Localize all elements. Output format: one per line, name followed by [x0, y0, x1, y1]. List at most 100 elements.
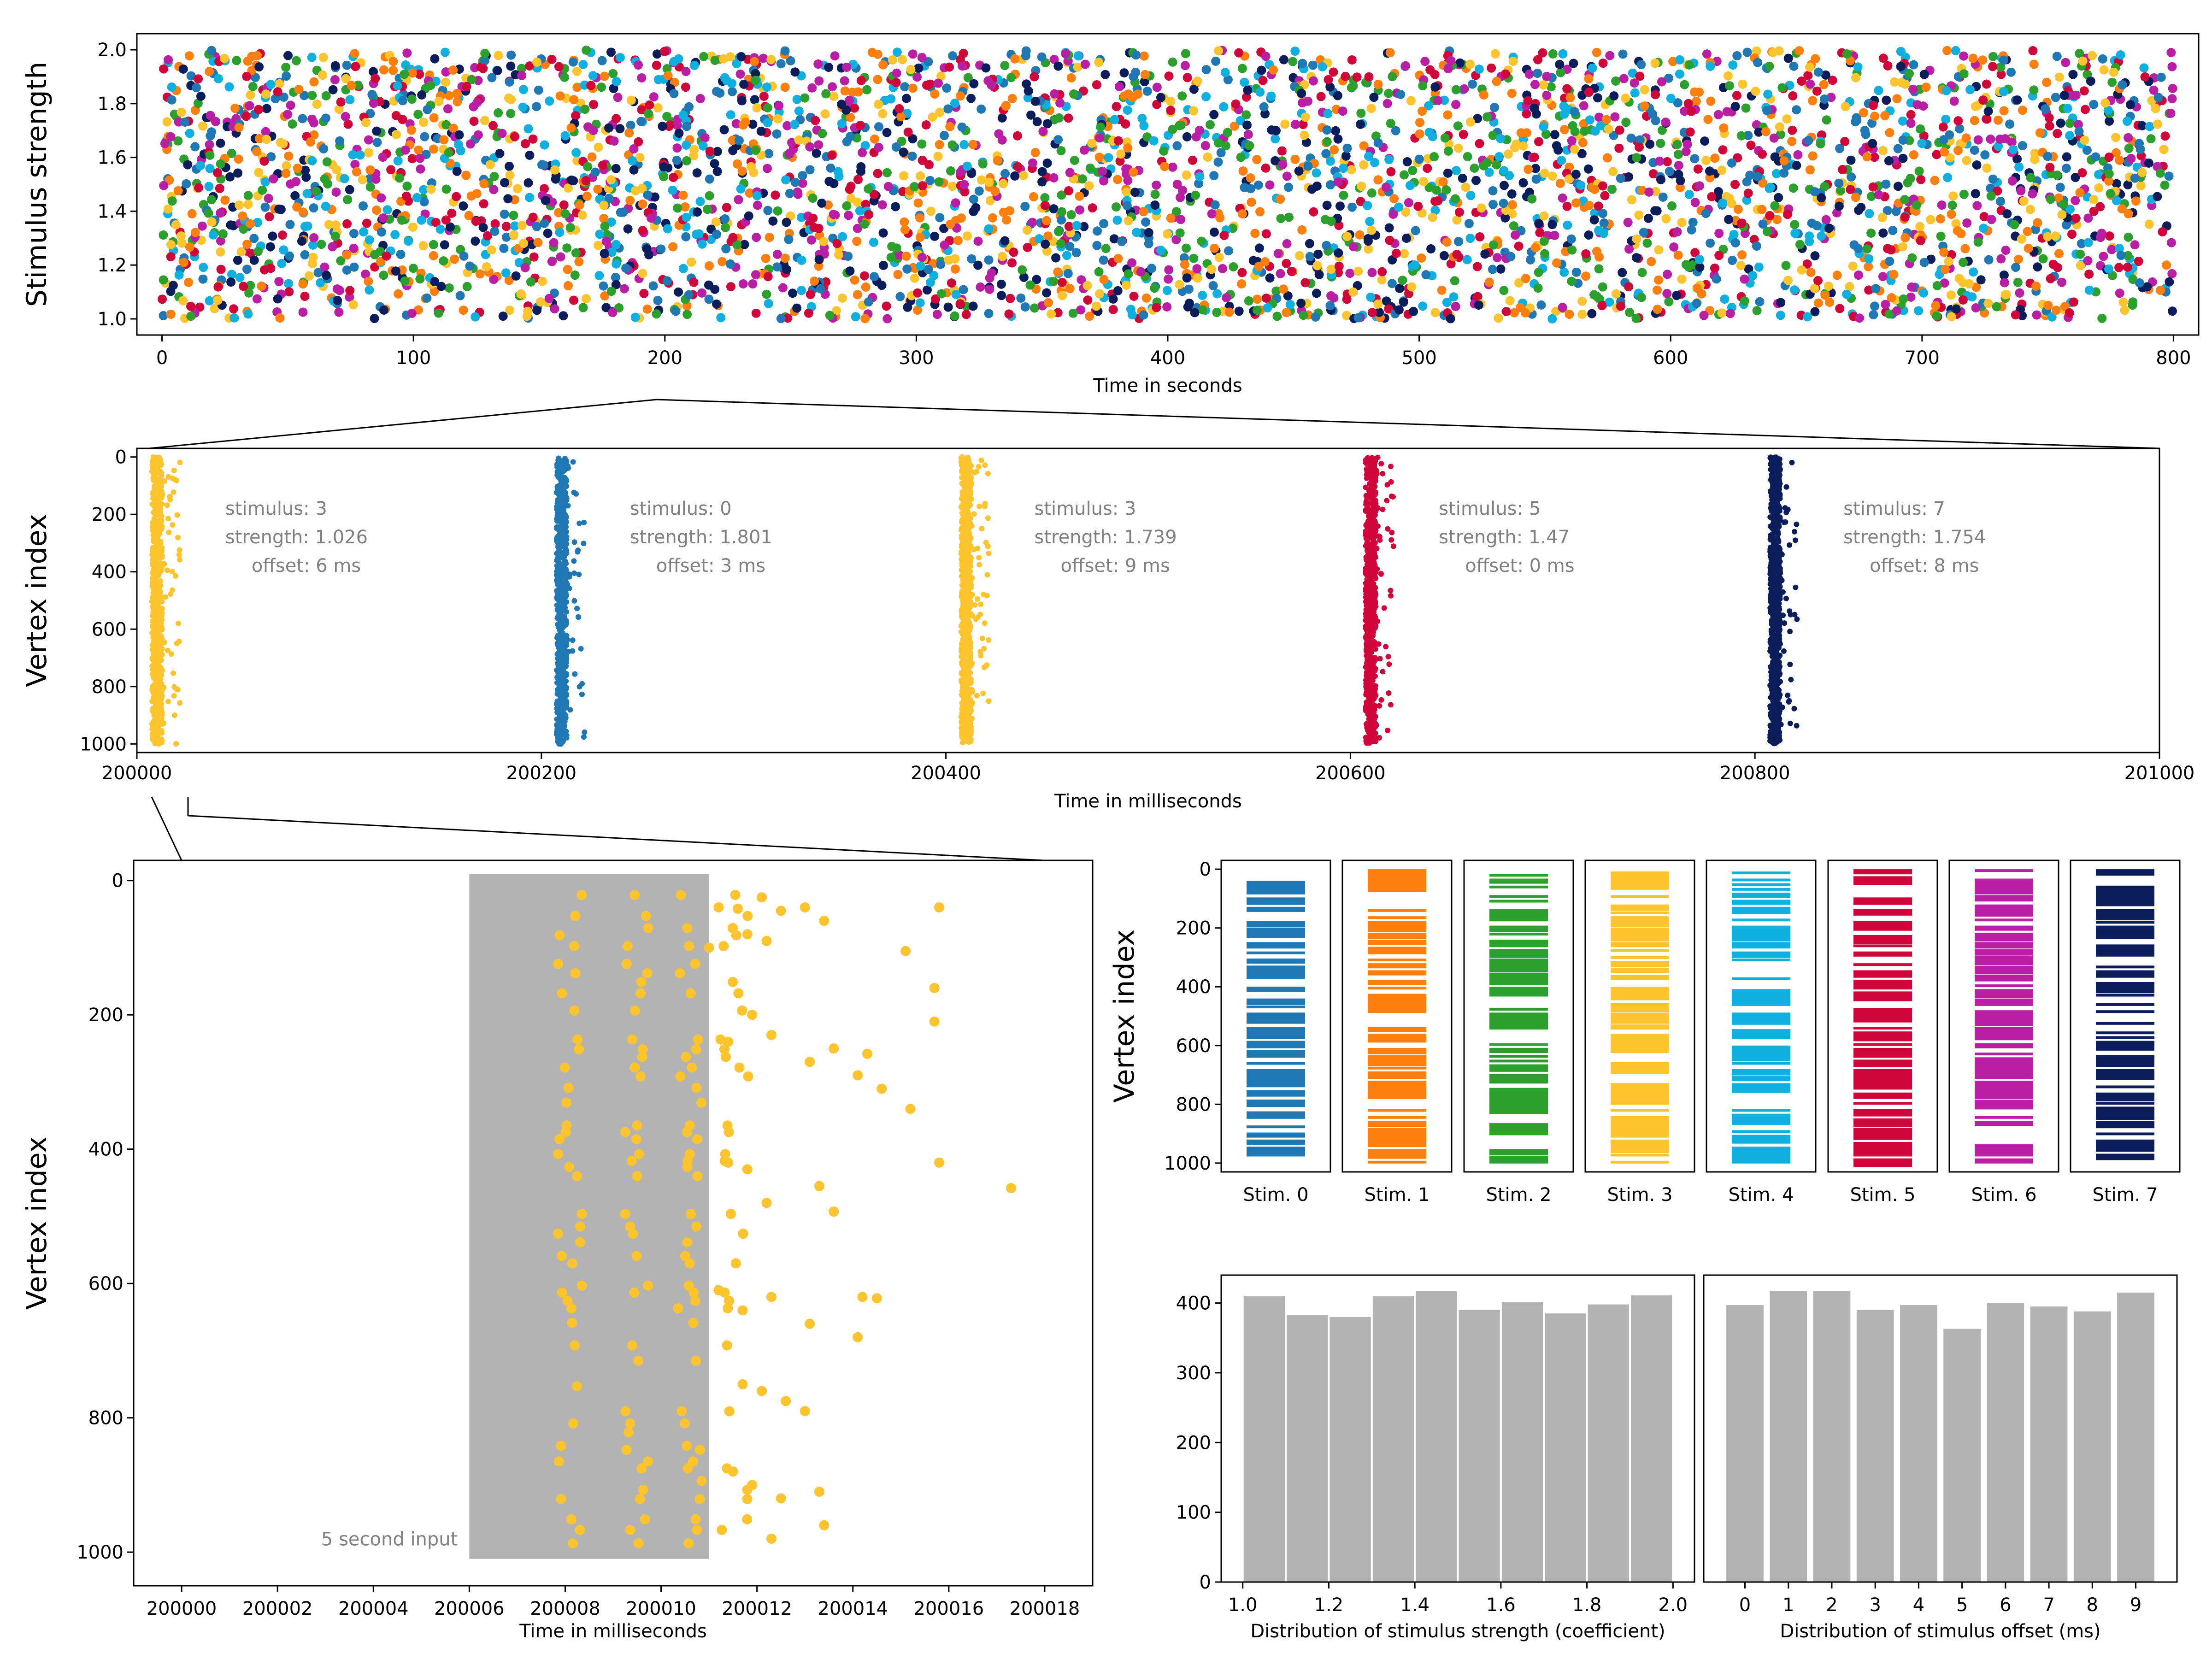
stimulus-event-point — [517, 221, 527, 230]
stimulus-event-point — [2083, 256, 2093, 265]
stimulus-event-point — [532, 102, 541, 112]
stimulus-event-point — [1094, 58, 1104, 67]
stimulus-event-point — [886, 253, 896, 262]
stimulus-event-point — [761, 253, 771, 263]
stimulus-event-point — [1282, 259, 1291, 268]
stimulus-event-point — [1547, 220, 1557, 229]
stimulus-event-point — [1790, 229, 1800, 238]
connector-line-right — [188, 815, 1044, 861]
stimulus-event-point — [2084, 285, 2094, 295]
stimulus-event-point — [407, 68, 417, 78]
stimulus-event-point — [1533, 69, 1542, 78]
stimulus-event-point — [555, 228, 565, 237]
stimulus-event-point — [185, 242, 194, 252]
stimulus-event-point — [1398, 276, 1407, 285]
stimulus-event-point — [1210, 227, 1219, 237]
stimulus-event-point — [1718, 145, 1728, 155]
stimulus-event-point — [324, 220, 334, 229]
stimulus-event-point — [1684, 190, 1694, 200]
spike-point — [150, 610, 156, 616]
stimulus-event-point — [1172, 141, 1182, 151]
stimulus-event-point — [984, 309, 994, 318]
stimulus-event-point — [2124, 232, 2133, 242]
stimulus-event-point — [886, 94, 896, 104]
stimulus-event-point — [1677, 218, 1687, 227]
stimulus-event-point — [364, 135, 373, 145]
stimulus-event-point — [973, 236, 983, 246]
stimulus-event-point — [1263, 303, 1272, 312]
stimulus-event-point — [955, 91, 965, 101]
stimulus-event-point — [2153, 119, 2162, 129]
stimulus-event-point — [1195, 172, 1205, 182]
stimulus-event-point — [1016, 293, 1026, 303]
stimulus-event-point — [1728, 60, 1738, 70]
stimulus-event-point — [480, 116, 489, 125]
stimulus-event-point — [1891, 206, 1901, 216]
stimulus-event-point — [1300, 130, 1309, 140]
stimulus-event-point — [1765, 211, 1775, 220]
stimulus-event-point — [265, 212, 274, 222]
stimulus-event-point — [249, 255, 259, 265]
spike-point — [156, 585, 162, 591]
stimulus-event-point — [441, 67, 451, 77]
stimulus-event-point — [1792, 105, 1801, 115]
stimulus-event-point — [1624, 282, 1633, 292]
stimulus-event-point — [205, 296, 214, 306]
stimulus-event-point — [1707, 192, 1717, 201]
stimulus-event-point — [1223, 128, 1232, 137]
x-tick-label: 600 — [1653, 347, 1688, 369]
stimulus-event-point — [900, 217, 909, 227]
stimulus-event-point — [947, 182, 957, 191]
stimulus-event-point — [439, 135, 449, 145]
stimulus-event-point — [2167, 62, 2177, 71]
stimulus-event-point — [763, 103, 772, 112]
stimulus-event-point — [2140, 72, 2150, 82]
spike-point — [153, 683, 159, 689]
stimulus-event-point — [1394, 305, 1404, 315]
stimulus-event-point — [198, 121, 208, 131]
stimulus-event-point — [1941, 86, 1951, 95]
stimulus-event-point — [1916, 175, 1926, 184]
stimulus-event-point — [1841, 102, 1850, 112]
stimulus-event-point — [1108, 294, 1118, 304]
stimulus-event-point — [1348, 287, 1358, 297]
stimulus-event-point — [1962, 218, 1972, 228]
stimulus-event-point — [1542, 71, 1552, 81]
stimulus-event-point — [1805, 237, 1814, 247]
stimulus-event-point — [1820, 290, 1830, 300]
stimulus-event-point — [1824, 282, 1833, 291]
stimulus-event-point — [2089, 195, 2099, 205]
stimulus-event-point — [1132, 228, 1141, 237]
x-tick-label: 500 — [1401, 347, 1436, 369]
stimulus-event-point — [604, 123, 613, 133]
stimulus-event-point — [2053, 129, 2062, 138]
stimulus-event-point — [705, 147, 715, 156]
stimulus-event-point — [1970, 116, 1979, 125]
stimulus-event-point — [1300, 278, 1310, 288]
stimulus-event-point — [1855, 313, 1865, 323]
stimulus-event-point — [1418, 106, 1427, 116]
stimulus-event-point — [465, 261, 475, 271]
stimulus-event-point — [1673, 250, 1683, 260]
stimulus-event-point — [1691, 96, 1701, 106]
stimulus-event-point — [2046, 194, 2055, 204]
stimulus-event-point — [359, 201, 368, 211]
stimulus-event-point — [1404, 198, 1413, 207]
stimulus-event-point — [581, 176, 591, 186]
stimulus-event-point — [1257, 65, 1266, 75]
spike-point — [150, 532, 156, 538]
stimulus-event-point — [262, 104, 271, 113]
stimulus-event-point — [628, 156, 637, 165]
stimulus-event-point — [652, 49, 662, 59]
stimulus-event-point — [1630, 88, 1640, 98]
stimulus-event-point — [279, 245, 288, 255]
stimulus-event-point — [1254, 262, 1264, 271]
stimulus-event-point — [1381, 182, 1391, 192]
stimulus-event-point — [306, 137, 315, 147]
stimulus-event-point — [420, 132, 429, 141]
stimulus-event-point — [1041, 239, 1050, 249]
stimulus-event-point — [772, 249, 782, 259]
stimulus-event-point — [1959, 69, 1969, 79]
stimulus-event-point — [1410, 260, 1420, 270]
stimulus-event-point — [1352, 72, 1362, 82]
